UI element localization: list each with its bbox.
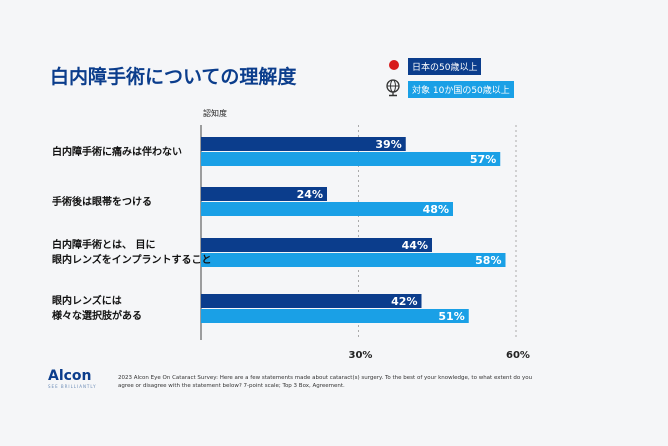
bar (201, 309, 469, 323)
category-label: 眼内レンズには 様々な選択肢がある (52, 296, 142, 322)
footnote: 2023 Alcon Eye On Cataract Survey: Here … (118, 375, 533, 389)
data-label: 39% (375, 138, 402, 151)
data-label: 57% (469, 153, 497, 166)
data-label: 42% (391, 295, 418, 308)
category-label: 白内障手術に痛みは伴わない (52, 146, 182, 158)
bar (201, 137, 406, 151)
bar (201, 187, 327, 201)
japan-flag-icon (389, 60, 399, 70)
legend-japan: 日本の50歳以上 (408, 58, 482, 75)
bar (201, 152, 501, 166)
category-label: 手術後は眼帯をつける (52, 196, 152, 208)
data-label: 58% (475, 254, 502, 267)
globe-icon (386, 79, 400, 97)
data-label: 44% (401, 239, 428, 252)
category-label: 白内障手術とは、 目に 眼内レンズをインプラントすること (52, 240, 212, 266)
data-label: 24% (296, 188, 323, 201)
bar (201, 238, 432, 252)
data-label: 48% (422, 203, 449, 216)
data-label: 51% (438, 310, 465, 323)
alcon-logo: Alcon (48, 368, 92, 384)
logo-tagline: SEE BRILLIANTLY (48, 384, 97, 389)
bar (201, 253, 506, 267)
axis-label: 認知度 (203, 109, 227, 118)
bar (201, 202, 453, 216)
legend-world: 対象 10か国の50歳以上 (408, 81, 514, 98)
x-tick-label: 30% (348, 350, 373, 361)
chart-title: 白内障手術についての理解度 (50, 66, 297, 88)
bar (201, 294, 422, 308)
x-tick-label: 60% (506, 350, 530, 361)
